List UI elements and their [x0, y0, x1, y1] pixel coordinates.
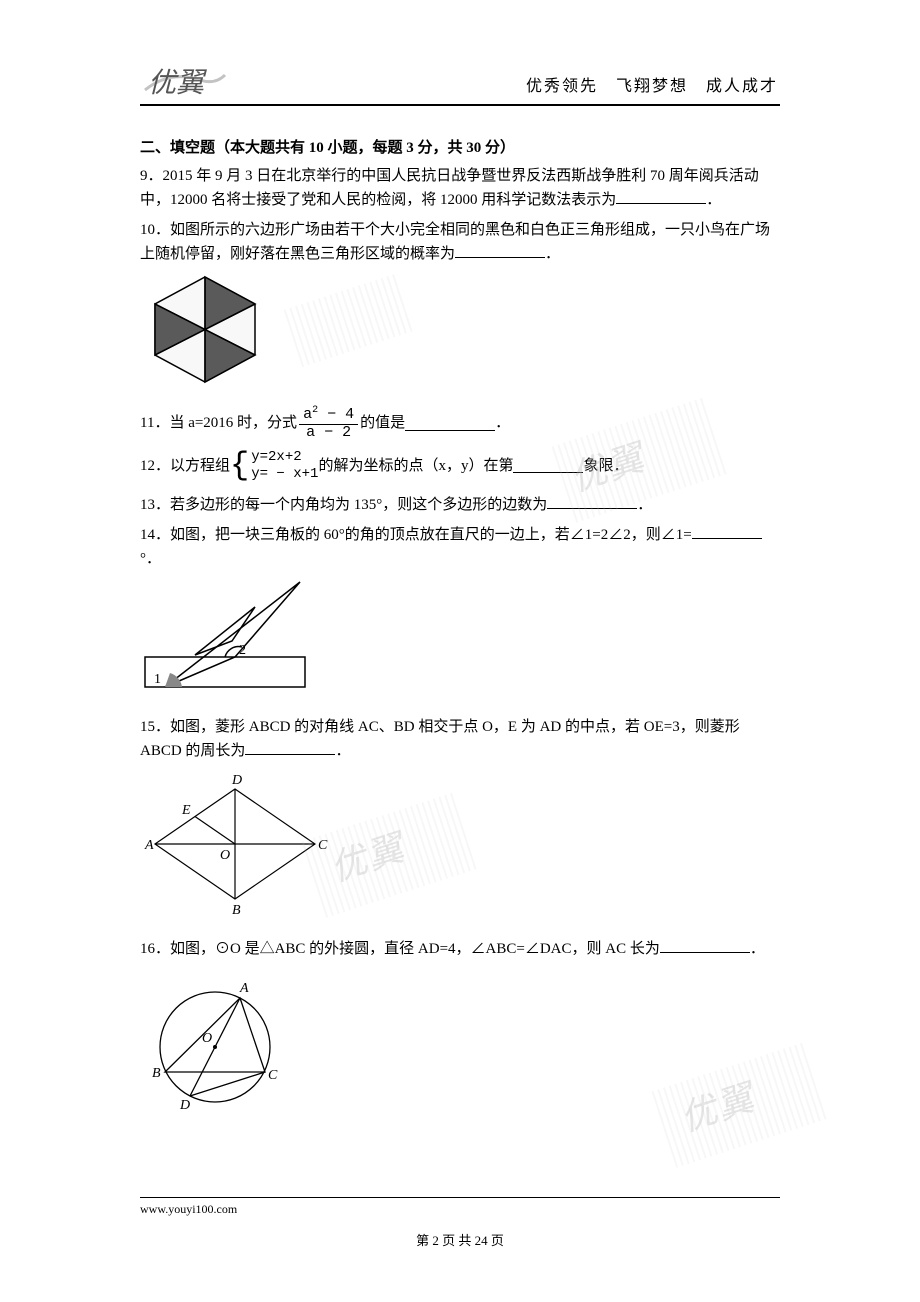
answer-blank	[692, 524, 762, 539]
header-slogan: 优秀领先 飞翔梦想 成人成才	[526, 74, 780, 100]
period: ．	[706, 192, 721, 208]
left-brace-icon: {	[230, 450, 249, 482]
logo: 优翼	[140, 60, 230, 100]
figure-circle: A B C D O	[140, 967, 780, 1125]
system-line-2: y= − x+1	[251, 466, 318, 483]
question-15: 15．如图，菱形 ABCD 的对角线 AC、BD 相交于点 O，E 为 AD 的…	[140, 715, 780, 763]
section-title: 二、填空题（本大题共有 10 小题，每题 3 分，共 30 分）	[140, 136, 780, 160]
question-14: 14．如图，把一块三角板的 60°的角的顶点放在直尺的一边上，若∠1=2∠2，则…	[140, 523, 780, 571]
point-label: B	[152, 1066, 161, 1081]
footer-page-number: 第 2 页 共 24 页	[140, 1231, 780, 1252]
angle-label-1: 1	[154, 672, 161, 687]
question-text: 15．如图，菱形 ABCD 的对角线 AC、BD 相交于点 O，E 为 AD 的…	[140, 719, 740, 759]
question-text: 的值是	[360, 411, 405, 435]
question-13: 13．若多边形的每一个内角均为 135°，则这个多边形的边数为 ．	[140, 493, 780, 517]
question-text: 12．以方程组	[140, 454, 230, 478]
angle-label-2: 2	[239, 643, 246, 658]
answer-blank	[660, 938, 750, 953]
question-9: 9．2015 年 9 月 3 日在北京举行的中国人民抗日战争暨世界反法西斯战争胜…	[140, 164, 780, 212]
point-label: O	[202, 1031, 212, 1046]
answer-blank	[513, 458, 583, 473]
answer-blank	[455, 243, 545, 258]
point-label: C	[268, 1068, 278, 1083]
point-label: A	[239, 981, 249, 996]
point-label: D	[231, 773, 242, 788]
figure-hexagon	[140, 272, 780, 395]
answer-blank	[405, 416, 495, 431]
footer-url: www.youyi100.com	[140, 1197, 780, 1219]
point-label: D	[179, 1098, 190, 1113]
frac-num-base: a	[303, 406, 312, 423]
frac-num-tail: − 4	[318, 406, 354, 423]
point-label: E	[181, 803, 191, 818]
answer-blank	[245, 740, 335, 755]
question-text: 象限．	[583, 454, 628, 478]
figure-rhombus: A B C D E O	[140, 769, 780, 927]
question-text: 13．若多边形的每一个内角均为 135°，则这个多边形的边数为	[140, 497, 547, 513]
question-10: 10．如图所示的六边形广场由若干个大小完全相同的黑色和白色正三角形组成，一只小鸟…	[140, 218, 780, 266]
period: ．	[335, 743, 350, 759]
frac-den: a − 2	[299, 425, 358, 442]
question-text: 11．当 a=2016 时，分式	[140, 411, 297, 435]
answer-blank	[616, 189, 706, 204]
equation-system: { y=2x+2 y= − x+1	[230, 449, 318, 483]
logo-text: 优翼	[148, 68, 207, 99]
answer-blank	[547, 494, 637, 509]
page-header: 优翼 优秀领先 飞翔梦想 成人成才	[140, 60, 780, 106]
question-text: 14．如图，把一块三角板的 60°的角的顶点放在直尺的一边上，若∠1=2∠2，则…	[140, 527, 692, 543]
figure-ruler-triangle: 1 2	[140, 577, 780, 705]
question-text: 的解为坐标的点（x，y）在第	[318, 454, 513, 478]
period: ．	[750, 941, 765, 957]
question-12: 12．以方程组 { y=2x+2 y= − x+1 的解为坐标的点（x，y）在第…	[140, 449, 780, 483]
period: ．	[545, 246, 560, 262]
system-line-1: y=2x+2	[251, 449, 318, 466]
question-11: 11．当 a=2016 时，分式 a2 − 4 a − 2 的值是 ．	[140, 405, 780, 441]
point-label: B	[232, 903, 241, 918]
page-footer: www.youyi100.com 第 2 页 共 24 页	[140, 1197, 780, 1252]
period: ．	[637, 497, 652, 513]
question-16: 16．如图，⊙O 是△ABC 的外接圆，直径 AD=4，∠ABC=∠DAC，则 …	[140, 937, 780, 961]
question-text: 16．如图，⊙O 是△ABC 的外接圆，直径 AD=4，∠ABC=∠DAC，则 …	[140, 941, 660, 957]
point-label: A	[144, 838, 154, 853]
fraction: a2 − 4 a − 2	[299, 405, 358, 441]
question-text: °．	[140, 551, 161, 567]
point-label: O	[220, 848, 230, 863]
point-label: C	[318, 838, 328, 853]
period: ．	[495, 411, 510, 435]
